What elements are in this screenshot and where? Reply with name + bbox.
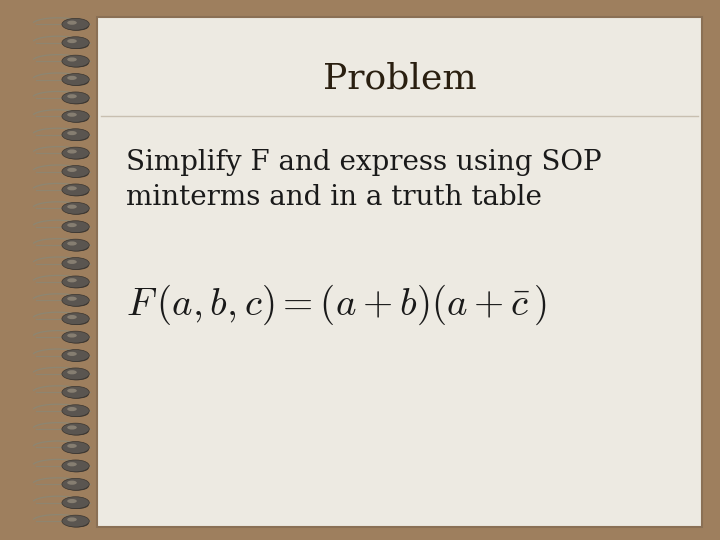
FancyBboxPatch shape <box>97 17 702 526</box>
Ellipse shape <box>66 335 89 343</box>
Ellipse shape <box>62 129 89 140</box>
Ellipse shape <box>66 280 89 288</box>
Ellipse shape <box>67 426 77 429</box>
Ellipse shape <box>66 427 89 435</box>
Ellipse shape <box>66 409 89 417</box>
Ellipse shape <box>66 298 89 307</box>
Ellipse shape <box>62 184 89 196</box>
Ellipse shape <box>66 59 89 68</box>
Ellipse shape <box>66 372 89 380</box>
Ellipse shape <box>66 354 89 362</box>
Ellipse shape <box>62 221 89 233</box>
Ellipse shape <box>67 278 77 282</box>
Ellipse shape <box>66 151 89 159</box>
Ellipse shape <box>67 76 77 80</box>
Ellipse shape <box>66 40 89 49</box>
Ellipse shape <box>62 460 89 472</box>
Ellipse shape <box>67 113 77 117</box>
Ellipse shape <box>66 206 89 214</box>
Ellipse shape <box>67 333 77 338</box>
Ellipse shape <box>62 239 89 251</box>
Ellipse shape <box>67 57 77 62</box>
Ellipse shape <box>67 205 77 209</box>
Ellipse shape <box>62 202 89 214</box>
Ellipse shape <box>67 315 77 319</box>
Ellipse shape <box>66 78 89 86</box>
Ellipse shape <box>66 464 89 472</box>
Ellipse shape <box>62 73 89 85</box>
Ellipse shape <box>67 517 77 522</box>
Ellipse shape <box>62 147 89 159</box>
Ellipse shape <box>67 352 77 356</box>
Ellipse shape <box>66 519 89 528</box>
Ellipse shape <box>66 390 89 399</box>
Text: $F\,(a,b,c)=(a+b)(a+\bar{c}\,)$: $F\,(a,b,c)=(a+b)(a+\bar{c}\,)$ <box>126 283 546 327</box>
Ellipse shape <box>62 497 89 509</box>
Ellipse shape <box>66 482 89 491</box>
Ellipse shape <box>67 370 77 374</box>
Ellipse shape <box>66 188 89 196</box>
Ellipse shape <box>66 316 89 325</box>
Ellipse shape <box>62 92 89 104</box>
Ellipse shape <box>67 131 77 135</box>
Ellipse shape <box>66 170 89 178</box>
Ellipse shape <box>66 225 89 233</box>
Ellipse shape <box>66 114 89 123</box>
Ellipse shape <box>62 110 89 122</box>
Ellipse shape <box>67 94 77 98</box>
Ellipse shape <box>67 499 77 503</box>
Ellipse shape <box>67 407 77 411</box>
Ellipse shape <box>66 22 89 31</box>
Ellipse shape <box>62 18 89 30</box>
Ellipse shape <box>67 21 77 25</box>
Ellipse shape <box>62 166 89 178</box>
Ellipse shape <box>62 368 89 380</box>
Ellipse shape <box>67 260 77 264</box>
Ellipse shape <box>62 258 89 269</box>
Ellipse shape <box>62 478 89 490</box>
Ellipse shape <box>66 501 89 509</box>
Ellipse shape <box>67 150 77 153</box>
Ellipse shape <box>66 446 89 454</box>
Ellipse shape <box>62 294 89 306</box>
Ellipse shape <box>62 442 89 454</box>
Ellipse shape <box>62 423 89 435</box>
Ellipse shape <box>62 405 89 417</box>
Text: Problem: Problem <box>323 62 477 95</box>
Ellipse shape <box>62 386 89 398</box>
Ellipse shape <box>66 133 89 141</box>
Ellipse shape <box>67 168 77 172</box>
Ellipse shape <box>62 331 89 343</box>
Ellipse shape <box>67 241 77 246</box>
Ellipse shape <box>67 481 77 485</box>
Ellipse shape <box>66 96 89 104</box>
Ellipse shape <box>67 296 77 301</box>
Ellipse shape <box>67 444 77 448</box>
Ellipse shape <box>67 39 77 43</box>
Ellipse shape <box>62 313 89 325</box>
Ellipse shape <box>62 37 89 49</box>
Ellipse shape <box>66 243 89 252</box>
Ellipse shape <box>62 349 89 361</box>
Ellipse shape <box>62 55 89 67</box>
Ellipse shape <box>62 276 89 288</box>
Text: minterms and in a truth table: minterms and in a truth table <box>126 184 542 211</box>
Ellipse shape <box>67 223 77 227</box>
Ellipse shape <box>67 389 77 393</box>
Ellipse shape <box>66 261 89 270</box>
Text: Simplify F and express using SOP: Simplify F and express using SOP <box>126 148 602 176</box>
Ellipse shape <box>62 515 89 527</box>
Ellipse shape <box>67 186 77 191</box>
Ellipse shape <box>67 462 77 467</box>
